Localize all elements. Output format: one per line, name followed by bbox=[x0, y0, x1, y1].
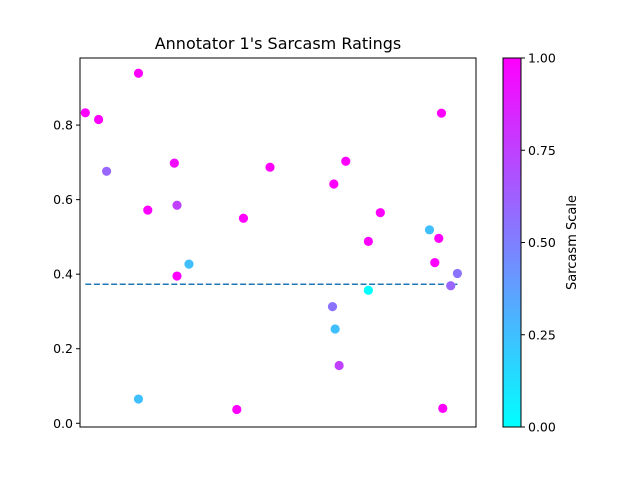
y-tick-label: 0.8 bbox=[53, 118, 73, 133]
data-point bbox=[327, 302, 338, 312]
data-point bbox=[434, 233, 444, 243]
data-point bbox=[329, 179, 339, 189]
y-tick-label: 0.4 bbox=[53, 267, 73, 282]
colorbar-tick-label: 0.75 bbox=[528, 143, 556, 158]
chart-title: Annotator 1's Sarcasm Ratings bbox=[155, 34, 402, 53]
data-point bbox=[80, 108, 90, 118]
colorbar-tick-label: 1.00 bbox=[528, 51, 556, 66]
data-point bbox=[232, 404, 242, 415]
y-axis: 0.0 0.2 0.4 0.6 0.8 bbox=[53, 118, 80, 431]
data-point bbox=[452, 268, 462, 279]
data-point bbox=[363, 285, 373, 295]
data-point bbox=[430, 258, 440, 268]
colorbar-axis: 0.00 0.25 0.50 0.75 1.00 bbox=[521, 51, 556, 435]
data-point bbox=[172, 200, 182, 210]
scatter-points bbox=[80, 68, 462, 415]
data-point bbox=[143, 205, 153, 215]
data-point bbox=[101, 166, 112, 176]
y-tick-label: 0.0 bbox=[53, 416, 73, 431]
data-point bbox=[238, 213, 249, 223]
data-point bbox=[265, 162, 275, 172]
data-point bbox=[172, 271, 182, 281]
colorbar-label: Sarcasm Scale bbox=[565, 195, 580, 290]
plot-frame bbox=[79, 57, 477, 428]
data-point bbox=[334, 360, 344, 371]
y-tick-label: 0.6 bbox=[53, 192, 73, 207]
data-point bbox=[94, 114, 104, 125]
data-point bbox=[363, 236, 373, 246]
data-point bbox=[424, 225, 435, 235]
data-point bbox=[438, 403, 448, 413]
data-point bbox=[133, 394, 144, 404]
data-point bbox=[169, 158, 179, 168]
data-point bbox=[375, 208, 385, 218]
data-point bbox=[341, 156, 351, 166]
data-point bbox=[133, 68, 144, 78]
y-tick-label: 0.2 bbox=[53, 341, 73, 356]
data-point bbox=[436, 108, 447, 118]
colorbar-tick-label: 0.00 bbox=[528, 420, 556, 435]
colorbar bbox=[502, 57, 522, 428]
data-point bbox=[330, 324, 340, 334]
colorbar-tick-label: 0.50 bbox=[528, 235, 556, 250]
data-point bbox=[184, 259, 194, 269]
colorbar-tick-label: 0.25 bbox=[528, 327, 556, 342]
data-point bbox=[446, 281, 456, 291]
